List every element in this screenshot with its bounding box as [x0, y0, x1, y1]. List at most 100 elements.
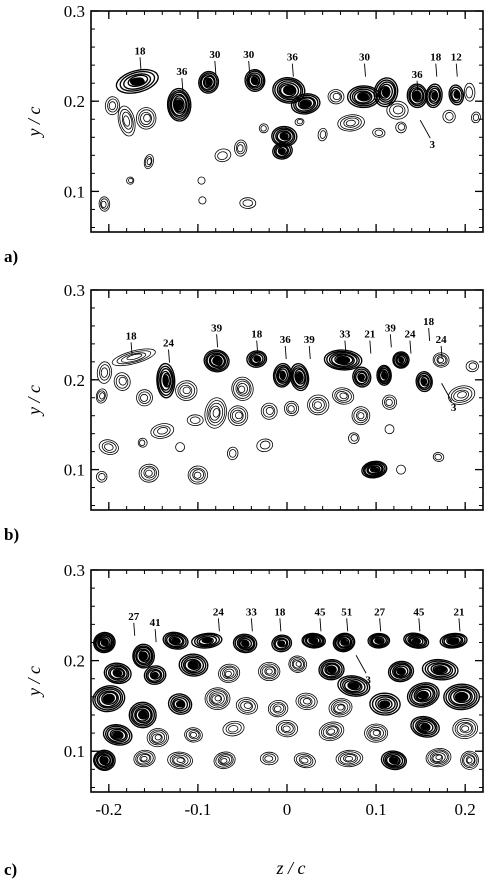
contour-line	[238, 699, 256, 713]
contour-line	[242, 199, 254, 207]
contour-core	[411, 638, 421, 644]
contour-line	[350, 434, 358, 442]
contour-blob	[213, 751, 236, 770]
y-tick-label: 0.2	[64, 652, 85, 671]
contour-blob	[96, 361, 112, 384]
contour-line	[231, 409, 244, 422]
contour-line	[198, 636, 214, 646]
contour-blob	[272, 362, 293, 388]
contour-blob	[246, 350, 268, 368]
contour-line	[327, 89, 345, 105]
contour-level-label: 24	[436, 334, 448, 346]
contour-line	[420, 375, 430, 387]
contour-line	[121, 111, 133, 130]
contour-line	[150, 423, 175, 439]
contour-blob	[93, 749, 116, 771]
contour-core	[448, 638, 459, 644]
contour-line	[353, 408, 369, 424]
contour-line	[338, 751, 361, 766]
contour-level-label: 36	[287, 52, 299, 64]
contour-line	[190, 731, 197, 738]
contour-line	[418, 374, 430, 389]
contour-line	[238, 637, 253, 649]
contour-core	[358, 92, 370, 101]
contour-blob	[387, 660, 415, 683]
contour-line	[180, 655, 207, 675]
contour-line	[123, 73, 152, 90]
contour-blob	[222, 720, 245, 737]
contour-line	[169, 91, 189, 118]
contour-blob	[448, 385, 476, 405]
contour-line	[120, 352, 147, 363]
contour-line	[302, 633, 325, 648]
contour-line	[343, 754, 357, 763]
x-tick-label: -0.2	[95, 800, 122, 819]
contour-line	[191, 632, 223, 649]
contour-blob	[267, 699, 289, 718]
x-tick-label: 0.1	[365, 800, 386, 819]
label-leader-line	[154, 629, 157, 643]
label-leader-line	[250, 618, 253, 632]
contour-blob	[113, 372, 131, 391]
contour-line	[287, 405, 295, 413]
x-tick-label: 0.2	[455, 800, 476, 819]
y-tick-label: 0.1	[64, 461, 85, 480]
contour-line	[457, 391, 467, 399]
contour-line	[317, 127, 328, 142]
contour-blob	[381, 394, 398, 410]
contour-blob	[396, 464, 406, 475]
contour-line	[234, 634, 256, 652]
contour-line	[149, 669, 162, 680]
y-tick-label: 0.3	[64, 2, 85, 21]
contour-line	[465, 360, 479, 373]
contour-line	[220, 758, 228, 764]
contour-line	[296, 119, 303, 125]
contour-line	[442, 109, 456, 124]
contour-line	[431, 752, 446, 763]
contour-line	[115, 68, 159, 94]
contour-line	[203, 349, 230, 373]
contour-level-label: 18	[423, 316, 435, 328]
contour-line	[188, 730, 200, 740]
contour-blob	[361, 460, 388, 479]
contour-core	[253, 356, 261, 362]
contour-core	[279, 132, 289, 140]
contour-line	[165, 634, 185, 648]
contour-line	[320, 660, 343, 679]
contour-line	[332, 387, 355, 405]
contour-blob	[369, 692, 401, 716]
contour-line	[332, 632, 356, 653]
contour-blob	[271, 634, 293, 653]
contour-line	[168, 635, 184, 646]
contour-line	[167, 751, 193, 769]
contour-blob	[432, 352, 450, 368]
contour-line	[146, 728, 169, 748]
contour-core	[396, 668, 406, 675]
contour-line	[95, 752, 114, 769]
contour-line	[410, 715, 440, 738]
label-leader-line	[364, 63, 366, 77]
contour-line	[289, 657, 306, 672]
contour-line	[300, 757, 309, 764]
contour-line	[94, 632, 115, 653]
contour-line	[273, 143, 292, 159]
contour-blob	[150, 423, 175, 439]
contour-level-label: 36	[412, 69, 424, 81]
contour-line	[332, 701, 349, 714]
contour-line	[353, 90, 373, 104]
contour-core	[241, 640, 250, 647]
contour-core	[431, 91, 437, 100]
contour-line	[115, 374, 129, 389]
contour-blob	[167, 751, 193, 769]
contour-line	[445, 112, 454, 121]
contour-line	[108, 101, 117, 111]
label-leader-line	[369, 340, 372, 354]
contour-line	[95, 471, 108, 483]
contour-line	[446, 635, 463, 646]
contour-core	[212, 357, 222, 365]
contour-level-label: 24	[404, 329, 416, 341]
contour-line	[247, 72, 263, 89]
contour-line	[210, 692, 225, 706]
contour-core	[103, 694, 115, 704]
